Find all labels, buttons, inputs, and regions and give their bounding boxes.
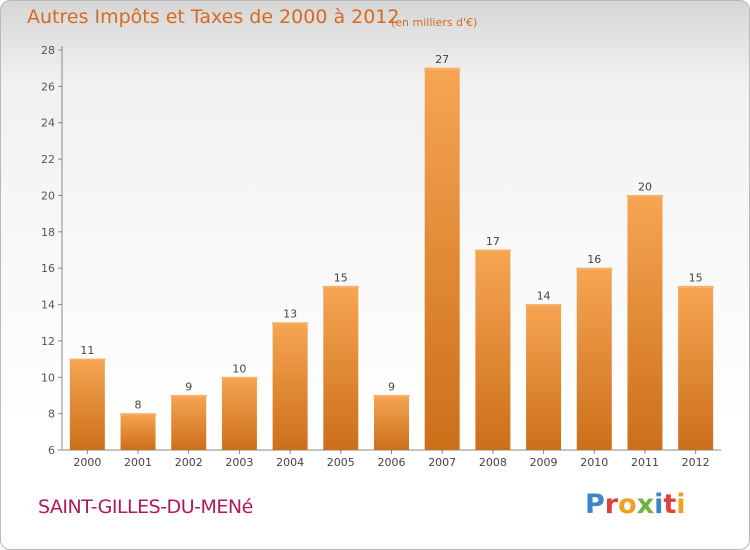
x-tick-label: 2004: [276, 456, 304, 469]
bar: [171, 395, 207, 450]
town-name: SAINT-GILLES-DU-MENé: [38, 496, 253, 518]
data-label: 9: [388, 380, 395, 393]
data-label: 17: [486, 235, 500, 248]
bar: [526, 304, 562, 450]
x-tick-label: 2012: [682, 456, 710, 469]
x-tick-label: 2011: [631, 456, 659, 469]
data-label: 27: [435, 53, 449, 66]
bar-top: [677, 285, 714, 288]
y-tick-label: 24: [41, 117, 55, 130]
x-tick-label: 2007: [428, 456, 456, 469]
data-label: 13: [283, 308, 297, 321]
y-tick-label: 20: [41, 189, 55, 202]
bar-top: [373, 394, 410, 397]
x-tick-label: 2010: [580, 456, 608, 469]
y-tick-label: 26: [41, 80, 55, 93]
data-label: 20: [638, 180, 652, 193]
chart-title: Autres Impôts et Taxes de 2000 à 2012: [27, 6, 400, 28]
bar: [424, 68, 460, 450]
proxiti-logo: Proxiti: [585, 489, 686, 520]
x-tick-label: 2001: [124, 456, 152, 469]
data-label: 8: [135, 399, 142, 412]
bar: [678, 286, 714, 450]
bar: [475, 250, 511, 450]
bar-top: [576, 267, 613, 270]
bar-top: [69, 358, 106, 361]
bar: [69, 359, 105, 450]
bar-top: [525, 304, 562, 307]
x-tick-label: 2005: [327, 456, 355, 469]
bar: [576, 268, 612, 450]
chart-unit: (en milliers d'€): [391, 16, 478, 29]
y-tick-label: 14: [41, 299, 55, 312]
bar: [374, 395, 409, 450]
bar: [120, 413, 156, 450]
bar-top: [626, 194, 663, 197]
data-label: 15: [334, 271, 348, 284]
y-tick-label: 10: [41, 371, 55, 384]
data-label: 9: [185, 380, 192, 393]
data-label: 11: [80, 344, 94, 357]
x-tick-label: 2008: [479, 456, 507, 469]
y-tick-label: 12: [41, 335, 55, 348]
x-tick-label: 2006: [378, 456, 406, 469]
y-tick-label: 16: [41, 262, 55, 275]
bar-top: [322, 285, 359, 288]
bar: [323, 286, 359, 450]
bar-top: [170, 394, 207, 397]
bar-top: [120, 413, 157, 416]
bar-top: [424, 67, 461, 70]
bar: [627, 195, 663, 450]
bar: [272, 322, 308, 450]
x-tick-label: 2009: [530, 456, 558, 469]
bar-top: [272, 322, 309, 325]
data-label: 16: [587, 253, 601, 266]
data-label: 10: [232, 362, 246, 375]
bar: [221, 377, 257, 450]
x-tick-label: 2002: [175, 456, 203, 469]
y-tick-label: 28: [41, 44, 55, 57]
y-tick-label: 18: [41, 226, 55, 239]
y-tick-label: 22: [41, 153, 55, 166]
y-tick-label: 8: [48, 408, 55, 421]
bar-top: [221, 376, 258, 379]
bar-top: [474, 249, 511, 252]
x-tick-label: 2000: [73, 456, 101, 469]
data-label: 14: [537, 290, 551, 303]
data-label: 15: [689, 271, 703, 284]
y-tick-label: 6: [48, 444, 55, 457]
x-tick-label: 2003: [225, 456, 253, 469]
